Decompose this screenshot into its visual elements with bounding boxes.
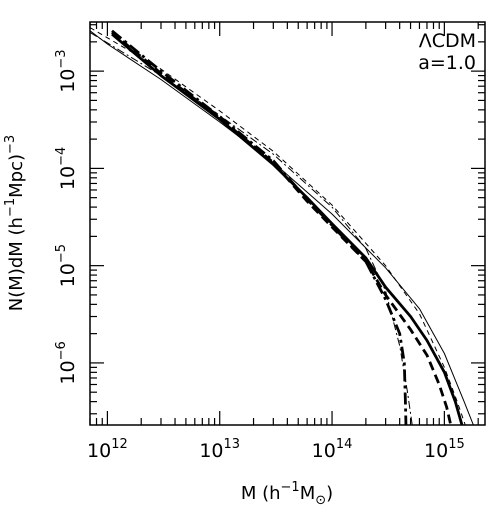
series-line-thin-solid: [90, 30, 474, 425]
series-line-thin-dashed: [90, 27, 466, 425]
y-tick-label: 10−6: [54, 341, 79, 384]
annotation-model: ΛCDM: [419, 30, 476, 52]
x-axis-label: M (h−1M⊙): [241, 480, 333, 508]
series-line-thick-dashed: [111, 31, 453, 425]
ticks-layer: [89, 22, 485, 425]
y-tick-label: 10−5: [54, 244, 79, 287]
series-line-thick-solid: [111, 33, 464, 425]
series-line-thin-dashdot: [90, 31, 413, 425]
x-tick-label: 1013: [199, 437, 240, 462]
annotation-scale-factor: a=1.0: [418, 52, 476, 74]
x-tick-label: 1014: [312, 437, 353, 462]
y-axis-label: N(M)dM (h−1Mpc)−3: [3, 135, 27, 311]
series-line-thick-dashdot: [111, 29, 408, 425]
plot-frame: [89, 21, 486, 426]
labels-layer: 1012 1013 1014 1015 10−3 10−4 10−5 10−6: [54, 49, 465, 462]
y-tick-label: 10−4: [54, 147, 79, 190]
series-layer: [90, 27, 474, 425]
y-tick-label: 10−3: [54, 49, 79, 92]
x-tick-label: 1015: [424, 437, 465, 462]
x-tick-label: 1012: [87, 437, 128, 462]
